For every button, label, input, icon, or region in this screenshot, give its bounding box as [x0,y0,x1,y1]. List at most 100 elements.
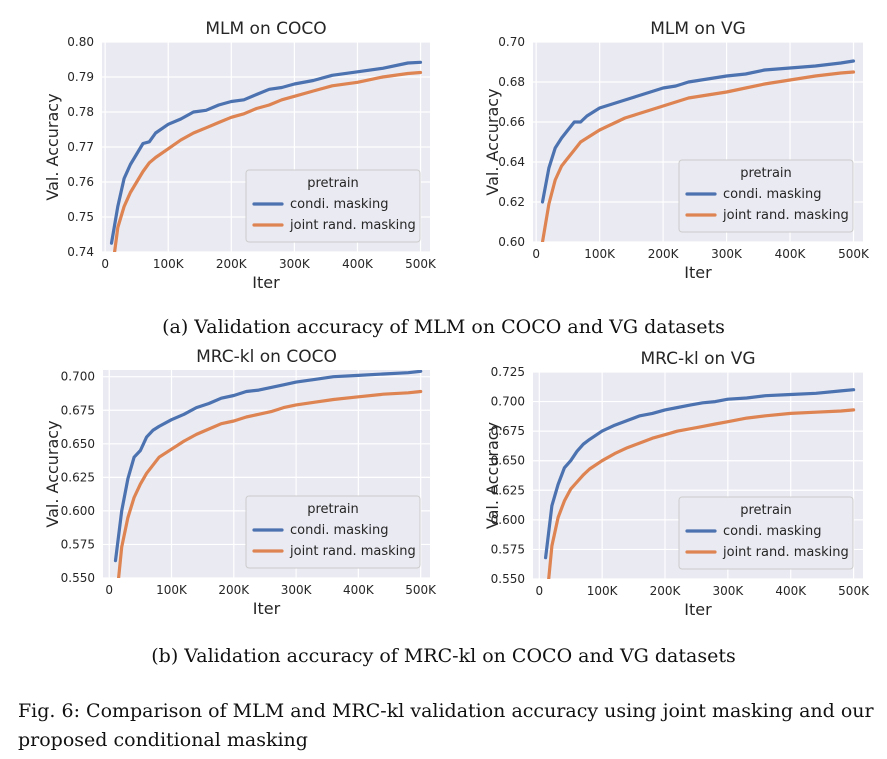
chart-mlm-coco: 0.74 0.75 0.76 0.77 0.78 0.79 0.80 0 100K 200K 300… [0,8,440,308]
legend: pretrain condi. masking joint rand. maskin… [678,159,854,233]
x-tick-label: 500K [405,257,437,271]
x-tick-label: 200K [650,584,682,598]
legend-entry: joint rand. masking [289,218,416,233]
x-tick-label: 200K [216,257,248,271]
chart-title: MRC-kl on COCO [196,347,337,367]
x-tick-label: 100K [587,584,619,598]
x-tick-label: 100K [584,247,616,261]
legend: pretrain condi. masking joint rand. maskin… [245,169,421,243]
chart-svg: 0.550 0.575 0.600 0.625 0.650 0.675 0.700 0.725… [483,349,870,619]
y-tick-label: 0.600 [61,504,95,518]
x-tick-label: 300K [711,247,743,261]
y-tick-label: 0.68 [498,75,525,89]
figure-caption: Fig. 6: Comparison of MLM and MRC-kl val… [18,700,874,751]
x-tick-label: 300K [281,583,313,597]
series-line-joint-rand-masking [540,70,856,242]
y-tick-label: 0.625 [61,470,95,484]
y-tick-label: 0.76 [67,175,94,189]
y-axis-label: Val. Accuracy [483,88,502,195]
chart-title: MLM on COCO [205,19,326,39]
x-tick-label: 200K [218,583,250,597]
y-tick-label: 0.77 [67,140,94,154]
x-axis-label: Iter [684,600,712,619]
x-tick-label: 400K [343,583,375,597]
y-tick-label: 0.550 [491,572,525,586]
y-tick-label: 0.575 [491,542,525,556]
legend: pretrain condi. masking joint rand. maskin… [245,495,421,569]
y-tick-label: 0.66 [498,115,525,129]
y-tick-label: 0.675 [61,403,95,417]
legend-entry: joint rand. masking [722,208,849,223]
y-tick-label: 0.79 [67,70,94,84]
legend-box [245,169,421,243]
y-tick-label: 0.75 [67,210,94,224]
y-tick-label: 0.625 [491,483,525,497]
y-tick-label: 0.78 [67,105,94,119]
x-tick-label: 500K [838,247,870,261]
legend: pretrain condi. masking joint rand. maskin… [678,496,854,570]
y-axis-label: Val. Accuracy [43,420,62,527]
x-tick-label: 200K [648,247,680,261]
chart-title: MRC-kl on VG [641,349,756,369]
y-tick-label: 0.550 [61,571,95,585]
subcaption-a: (a) Validation accuracy of MLM on COCO a… [162,316,725,338]
y-tick-label: 0.575 [61,537,95,551]
y-tick-label: 0.80 [67,35,94,49]
legend-box [678,159,854,233]
x-tick-label: 0 [535,584,543,598]
x-axis-label: Iter [252,273,280,292]
x-tick-label: 300K [712,584,744,598]
x-tick-label: 500K [405,583,437,597]
legend-entry: condi. masking [290,197,389,212]
x-tick-label: 300K [279,257,311,271]
y-tick-label: 0.700 [491,395,525,409]
series-line-condi-masking [540,59,856,204]
series-line-condi-masking [109,60,423,245]
chart-mlm-vg: 0.60 0.62 0.64 0.66 0.68 0.70 0 100K 200K 300K 400… [440,8,885,308]
legend-box [678,496,854,570]
y-tick-label: 0.600 [491,513,525,527]
legend-box [245,495,421,569]
chart-svg: 0.550 0.575 0.600 0.625 0.650 0.675 0.700 0 100K… [43,347,437,618]
y-tick-label: 0.62 [498,195,525,209]
chart-mrc-kl-vg: 0.550 0.575 0.600 0.625 0.650 0.675 0.700 0.725… [440,338,885,628]
chart-svg: 0.60 0.62 0.64 0.66 0.68 0.70 0 100K 200K 300K 400… [483,19,870,282]
legend-entry: condi. masking [723,524,822,539]
subcaption-b: (b) Validation accuracy of MRC-kl on COC… [151,645,736,667]
y-axis-label: Val. Accuracy [483,422,502,529]
legend-title: pretrain [307,176,359,191]
chart-title: MLM on VG [650,19,746,39]
x-axis-label: Iter [684,263,712,282]
y-tick-label: 0.650 [61,437,95,451]
legend-entry: joint rand. masking [289,544,416,559]
y-tick-label: 0.60 [498,235,525,249]
series-line-joint-rand-masking [547,408,856,579]
y-tick-label: 0.725 [491,365,525,379]
x-tick-label: 100K [156,583,188,597]
legend-title: pretrain [740,166,792,181]
series-line-condi-masking [113,370,423,563]
x-tick-label: 0 [105,583,113,597]
x-tick-label: 0 [101,257,109,271]
y-tick-label: 0.650 [491,454,525,468]
series-line-condi-masking [543,388,856,560]
y-tick-label: 0.64 [498,155,525,169]
x-tick-label: 0 [532,247,540,261]
chart-mrc-kl-coco: 0.550 0.575 0.600 0.625 0.650 0.675 0.700 0 100K… [0,338,440,628]
x-tick-label: 400K [775,247,807,261]
legend-title: pretrain [740,503,792,518]
series-line-joint-rand-masking [112,70,423,252]
legend-entry: condi. masking [723,187,822,202]
x-tick-label: 400K [342,257,374,271]
chart-svg: 0.74 0.75 0.76 0.77 0.78 0.79 0.80 0 100K 200K 300… [43,19,437,292]
y-tick-label: 0.700 [61,370,95,384]
x-tick-label: 400K [775,584,807,598]
x-tick-label: 100K [153,257,185,271]
y-axis-label: Val. Accuracy [43,93,62,200]
series-line-joint-rand-masking [116,389,423,578]
legend-entry: condi. masking [290,523,389,538]
y-tick-label: 0.675 [491,424,525,438]
y-tick-label: 0.70 [498,35,525,49]
legend-title: pretrain [307,502,359,517]
y-tick-label: 0.74 [67,245,94,259]
